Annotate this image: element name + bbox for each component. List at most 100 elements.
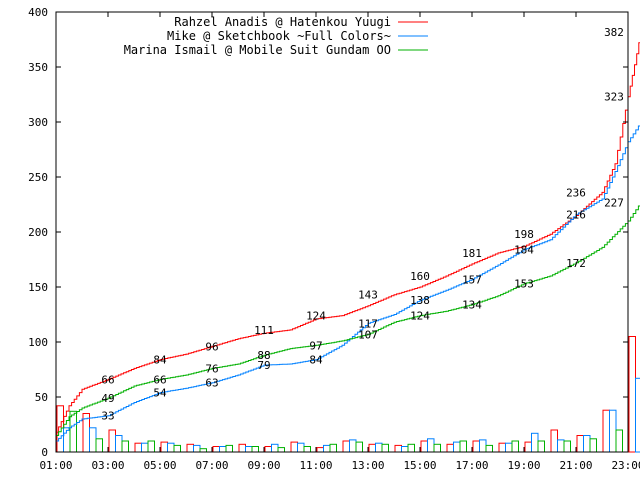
hourly-bar xyxy=(583,435,591,453)
hourly-bar xyxy=(115,435,123,453)
value-label: 33 xyxy=(101,410,114,423)
hourly-bar xyxy=(225,444,233,453)
x-tick-label: 05:00 xyxy=(143,459,176,472)
value-label: 172 xyxy=(566,257,586,270)
hourly-bar xyxy=(69,410,77,453)
hourly-bar xyxy=(531,432,539,453)
x-tick-label: 01:00 xyxy=(39,459,72,472)
hourly-bar xyxy=(557,439,565,453)
y-tick-label: 250 xyxy=(28,171,48,184)
hourly-bar xyxy=(193,444,201,453)
hourly-bar xyxy=(511,440,519,453)
value-labels: 66 84 96 111 124 143 160 181 198 236 323 382 33 54 63 7… xyxy=(101,26,624,423)
value-label: 160 xyxy=(410,270,430,283)
value-label: 236 xyxy=(566,186,586,199)
hourly-bar xyxy=(95,438,103,453)
hourly-bar xyxy=(89,427,97,453)
hourly-bar xyxy=(167,442,175,453)
hourly-bar xyxy=(277,447,285,453)
hourly-bar xyxy=(121,440,129,453)
value-label: 84 xyxy=(153,354,167,367)
y-tick-label: 300 xyxy=(28,116,48,129)
hourly-bar xyxy=(264,446,272,453)
value-label: 143 xyxy=(358,289,378,302)
value-label: 49 xyxy=(101,392,114,405)
hourly-bar xyxy=(245,446,253,453)
hourly-bar xyxy=(368,443,376,453)
hourly-bar xyxy=(56,405,64,453)
series-line xyxy=(56,205,640,436)
hourly-bar xyxy=(342,440,350,453)
hourly-bar xyxy=(297,442,305,453)
hourly-bar xyxy=(271,443,279,453)
hourly-bar xyxy=(401,446,409,453)
hourly-bar xyxy=(485,444,493,453)
hourly-bar xyxy=(147,440,155,453)
hourly-bar xyxy=(108,429,116,453)
hourly-bar xyxy=(212,446,220,453)
hourly-bar xyxy=(609,409,617,453)
hourly-bar xyxy=(589,438,597,453)
y-tick-label: 100 xyxy=(28,336,48,349)
x-axis: 01:00 03:00 05:00 07:00 09:00 11:00 13:00 15:00… xyxy=(39,12,640,472)
value-label: 124 xyxy=(410,310,430,323)
x-tick-label: 23:00 xyxy=(611,459,640,472)
legend-label: Marina Ismail @ Mobile Suit Gundam OO xyxy=(124,43,391,57)
value-label: 216 xyxy=(566,208,586,221)
hourly-bar xyxy=(323,444,331,453)
value-label: 117 xyxy=(358,317,378,330)
value-label: 138 xyxy=(410,294,430,307)
hourly-bar xyxy=(524,441,532,453)
hourly-bar xyxy=(505,442,513,453)
x-tick-label: 15:00 xyxy=(403,459,436,472)
hourly-bar xyxy=(219,446,227,453)
hourly-bar xyxy=(238,443,246,453)
hourly-bars xyxy=(56,336,640,453)
value-label: 79 xyxy=(257,359,270,372)
value-label: 124 xyxy=(306,310,326,323)
hourly-bar xyxy=(615,429,623,453)
y-axis: 0 50 100 150 200 250 300 350 400 xyxy=(28,6,628,459)
hourly-bar xyxy=(394,444,402,453)
hourly-bar xyxy=(251,446,259,453)
hourly-bar xyxy=(472,440,480,453)
hourly-bar xyxy=(349,439,357,453)
value-label: 382 xyxy=(604,26,624,39)
hourly-bar xyxy=(420,440,428,453)
value-label: 84 xyxy=(309,354,323,367)
x-tick-label: 11:00 xyxy=(299,459,332,472)
y-tick-label: 150 xyxy=(28,281,48,294)
y-tick-label: 200 xyxy=(28,226,48,239)
hourly-bar xyxy=(602,409,610,453)
hourly-bar xyxy=(635,377,640,453)
hourly-bar xyxy=(576,435,584,453)
hourly-bar xyxy=(316,447,324,453)
value-label: 184 xyxy=(514,244,534,257)
x-tick-label: 07:00 xyxy=(195,459,228,472)
value-label: 76 xyxy=(205,362,218,375)
hourly-bar xyxy=(141,442,149,453)
value-label: 63 xyxy=(205,377,218,390)
value-label: 107 xyxy=(358,328,378,341)
value-label: 157 xyxy=(462,273,482,286)
series-line xyxy=(56,42,640,433)
value-label: 323 xyxy=(604,91,624,104)
value-label: 66 xyxy=(101,373,114,386)
hourly-bar xyxy=(479,439,487,453)
x-tick-label: 17:00 xyxy=(455,459,488,472)
value-label: 54 xyxy=(153,387,167,400)
x-tick-label: 09:00 xyxy=(247,459,280,472)
legend-label: Mike @ Sketchbook ~Full Colors~ xyxy=(167,29,391,43)
x-tick-label: 13:00 xyxy=(351,459,384,472)
value-label: 88 xyxy=(257,349,270,362)
hourly-bar xyxy=(446,443,454,453)
hourly-bar xyxy=(290,441,298,453)
y-tick-label: 350 xyxy=(28,61,48,74)
y-tick-label: 400 xyxy=(28,6,48,19)
value-label: 181 xyxy=(462,247,482,260)
legend-label: Rahzel Anadis @ Hatenkou Yuugi xyxy=(174,15,391,29)
plot-frame xyxy=(55,11,629,453)
value-label: 134 xyxy=(462,299,482,312)
y-tick-label: 0 xyxy=(41,446,48,459)
